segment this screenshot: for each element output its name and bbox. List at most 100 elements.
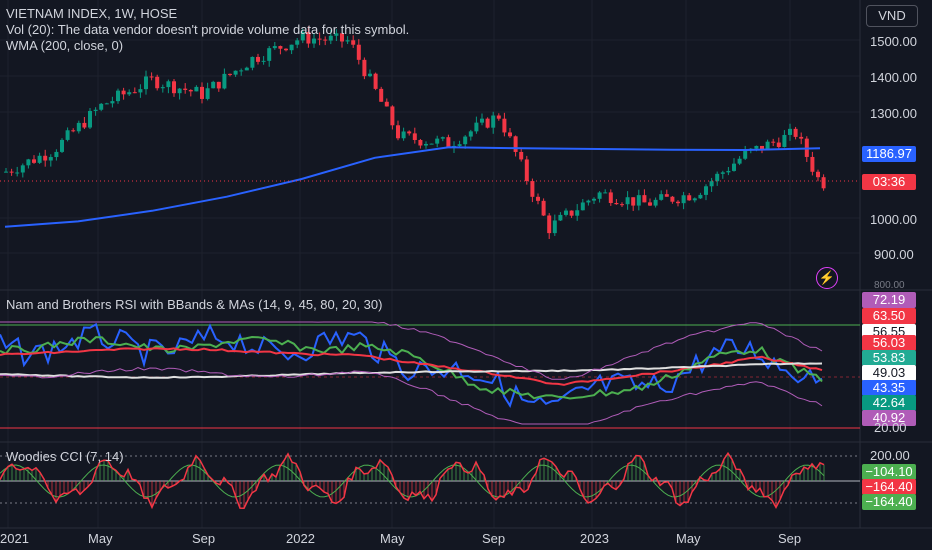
candle	[149, 72, 154, 81]
candle-body	[76, 122, 81, 132]
candle	[71, 128, 76, 133]
candle-body	[312, 38, 316, 44]
candle	[267, 45, 272, 67]
candle-body	[776, 142, 781, 147]
candle-body	[20, 165, 25, 173]
candle-body	[82, 122, 87, 128]
candle	[418, 138, 423, 149]
wma-indicator-label[interactable]: WMA (200, close, 0)	[6, 38, 124, 53]
wma-line	[4, 146, 821, 228]
candle	[362, 57, 367, 80]
cci-indicator-title[interactable]: Woodies CCI (7, 14)	[6, 449, 124, 464]
candle	[816, 169, 820, 182]
candle-body	[317, 38, 322, 40]
candle	[508, 127, 512, 139]
candle-body	[508, 132, 512, 137]
lightning-icon[interactable]: ⚡	[816, 267, 838, 289]
candle	[429, 143, 434, 145]
candle-body	[177, 88, 182, 94]
candle	[256, 53, 260, 65]
candle-body	[334, 33, 339, 36]
rsi-badge-7: 43.35	[862, 380, 916, 396]
candle-body	[15, 172, 20, 174]
candle-body	[345, 40, 350, 42]
candle-body	[54, 151, 59, 158]
rsi-indicator-title[interactable]: Nam and Brothers RSI with BBands & MAs (…	[6, 297, 383, 312]
rsi-ma-slow	[0, 347, 823, 386]
candle-body	[648, 202, 652, 206]
candle	[183, 83, 188, 94]
candle-body	[687, 195, 692, 201]
candle-body	[502, 118, 507, 133]
candle-body	[65, 130, 70, 140]
candle-body	[37, 155, 42, 163]
candle	[401, 127, 406, 141]
candle	[552, 214, 557, 236]
candle	[384, 98, 389, 107]
candle-body	[726, 170, 731, 173]
cci-pane-lines	[0, 451, 860, 510]
candle-body	[810, 156, 815, 172]
candle-body	[541, 200, 546, 216]
candle-body	[138, 89, 143, 93]
rsi-badge-2: 63.50	[862, 308, 916, 324]
candle-body	[183, 88, 188, 90]
candle	[670, 195, 675, 204]
candle	[737, 156, 742, 166]
price-candles[interactable]	[4, 26, 826, 239]
candle	[496, 113, 501, 121]
candle	[474, 116, 479, 134]
candle-body	[396, 125, 400, 139]
candle	[608, 189, 613, 206]
candle	[222, 68, 227, 90]
rsi-badge-9: 40.92	[862, 410, 916, 426]
volume-indicator-label[interactable]: Vol (20): The data vendor doesn't provid…	[6, 22, 410, 37]
candle-body	[4, 171, 8, 173]
candle-body	[620, 204, 624, 206]
candle	[244, 66, 249, 71]
price-tick-900: 900.00	[874, 247, 914, 262]
candle	[272, 41, 277, 50]
candle-body	[424, 143, 428, 146]
candle	[485, 117, 490, 129]
candle	[446, 134, 451, 148]
candle	[284, 48, 288, 52]
currency-button[interactable]: VND	[866, 5, 918, 27]
rsi-ma-fast	[0, 335, 823, 400]
candle-body	[401, 131, 406, 139]
candle	[54, 149, 59, 161]
candle	[20, 163, 25, 178]
candle-body	[754, 145, 759, 149]
candle	[715, 171, 720, 186]
candle	[424, 141, 428, 149]
candle-body	[356, 44, 361, 60]
candle-body	[530, 181, 535, 197]
pane-separators	[0, 0, 932, 529]
candle-body	[340, 33, 344, 42]
candle-body	[407, 131, 412, 134]
candle-body	[306, 32, 311, 44]
candle	[704, 184, 708, 201]
candle	[468, 129, 473, 141]
candle	[289, 44, 294, 55]
rsi-bb-lower	[0, 367, 823, 425]
candle	[771, 138, 776, 147]
candle-body	[491, 115, 496, 128]
candle-body	[200, 86, 204, 99]
candle	[82, 117, 87, 130]
candle	[692, 197, 697, 203]
candle-body	[536, 196, 540, 201]
candle	[788, 123, 792, 141]
candle-body	[625, 197, 630, 205]
candle-body	[558, 214, 563, 221]
candle	[340, 32, 344, 48]
time-tick-sep-2023: Sep	[778, 531, 802, 546]
candle	[575, 204, 580, 221]
rsi-badge-8: 42.64	[862, 395, 916, 411]
candle-body	[32, 159, 36, 163]
candle	[4, 168, 8, 173]
candle	[541, 198, 546, 217]
candle	[65, 127, 70, 142]
cci-badge-2: −164.40	[862, 479, 916, 495]
